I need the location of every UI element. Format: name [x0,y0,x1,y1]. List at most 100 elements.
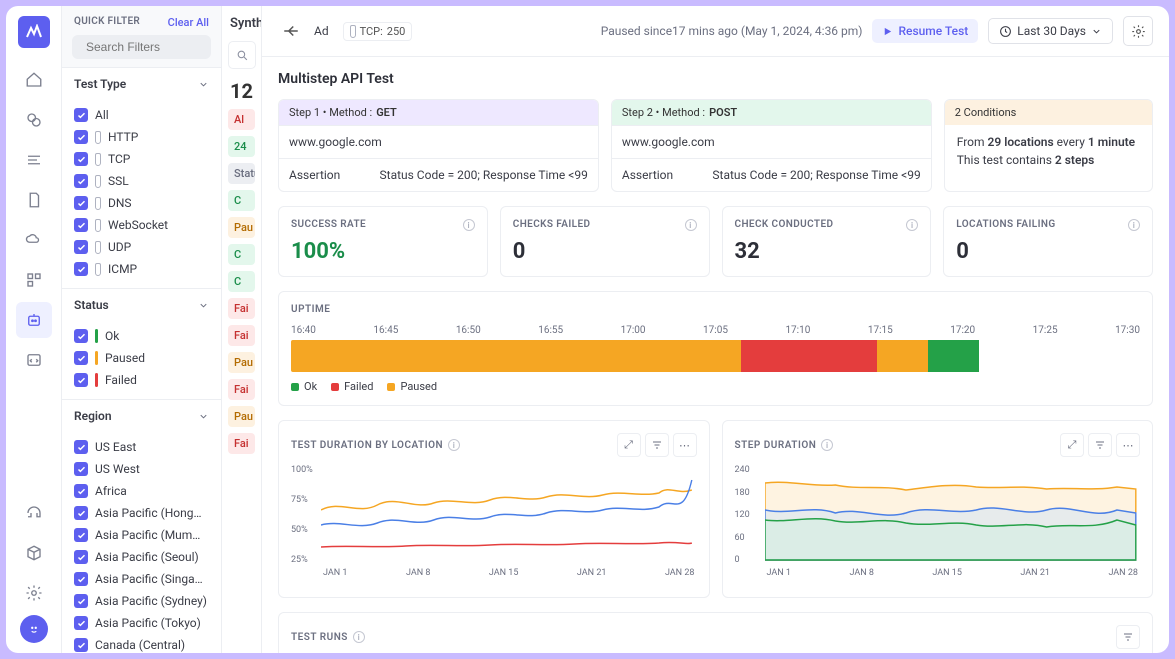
metric-card: LOCATIONS FAILINGi 0 [943,206,1153,277]
filter-opt-region[interactable]: Asia Pacific (Singa… [74,568,209,590]
protocol-chip[interactable]: TCP: 250 [343,22,413,41]
list-item[interactable]: Status [228,163,255,184]
detail-pane: Ad TCP: 250 Paused since17 mins ago (May… [262,6,1169,653]
conditions-card: 2 Conditions From 29 locations every 1 m… [944,99,1153,192]
page-title: Multistep API Test [278,71,1153,87]
list-item[interactable]: Fai [228,325,255,346]
filter-opt-udp[interactable]: UDP [74,236,209,258]
list-item[interactable]: Fai [228,379,255,400]
app-logo[interactable] [18,16,50,48]
code-icon[interactable] [16,342,52,378]
cloud-icon[interactable] [16,222,52,258]
filter-icon[interactable] [645,433,669,457]
list-item[interactable]: Pau [228,406,255,427]
list-icon[interactable] [16,142,52,178]
list-item[interactable]: C [228,190,255,211]
chevron-down-icon [198,411,209,422]
filter-opt-ssl[interactable]: SSL [74,170,209,192]
chevron-down-icon [1091,26,1102,37]
step-1-card: Step 1 • Method : GET www.google.com Ass… [278,99,599,192]
list-item[interactable]: C [228,244,255,265]
support-icon[interactable] [16,495,52,531]
more-icon[interactable]: ⋯ [1116,433,1140,457]
step-2-card: Step 2 • Method : POST www.google.com As… [611,99,932,192]
info-icon[interactable]: i [463,219,475,231]
settings-button[interactable] [1123,16,1153,46]
gear-icon [1131,24,1146,39]
paused-status: Paused since17 mins ago (May 1, 2024, 4:… [601,24,863,38]
filter-opt-websocket[interactable]: WebSocket [74,214,209,236]
list-search-button[interactable] [228,41,256,69]
list-item[interactable]: Fai [228,433,255,454]
clear-all-link[interactable]: Clear All [168,16,209,29]
filter-icon[interactable] [1116,625,1140,649]
home-icon[interactable] [16,62,52,98]
filter-opt-region[interactable]: Canada (Central) [74,634,209,653]
grid-icon[interactable] [16,262,52,298]
filter-panel: QUICK FILTER Clear All Test Type All HTT… [62,6,222,653]
more-icon[interactable]: ⋯ [673,433,697,457]
plug-icon [350,25,356,38]
filter-opt-region[interactable]: US West [74,458,209,480]
layers-icon[interactable] [16,102,52,138]
step-duration-chart: STEP DURATION i ⤢ ⋯ 240180120600 JAN 1JA… [722,420,1154,598]
filter-title: QUICK FILTER [74,16,140,29]
file-icon[interactable] [16,182,52,218]
filter-opt-region[interactable]: Asia Pacific (Tokyo) [74,612,209,634]
nav-rail [6,6,62,653]
duration-by-location-chart: TEST DURATION BY LOCATION i ⤢ ⋯ 100%75%5… [278,420,710,598]
filter-opt-paused[interactable]: Paused [74,347,209,369]
expand-icon[interactable]: ⤢ [617,433,641,457]
filter-opt-failed[interactable]: Failed [74,369,209,391]
list-item[interactable]: C [228,271,255,292]
metric-card: CHECK CONDUCTEDi 32 [722,206,932,277]
filter-opt-region[interactable]: Africa [74,480,209,502]
filter-opt-region[interactable]: Asia Pacific (Seoul) [74,546,209,568]
filter-opt-dns[interactable]: DNS [74,192,209,214]
info-icon[interactable]: i [1128,219,1140,231]
group-status[interactable]: Status [62,288,221,321]
filter-opt-http[interactable]: HTTP [74,126,209,148]
filter-search-input[interactable] [86,40,222,54]
breadcrumb: Ad [314,24,329,38]
filter-opt-region[interactable]: Asia Pacific (Mum… [74,524,209,546]
info-icon[interactable]: i [821,439,833,451]
play-icon [882,26,893,37]
date-range-button[interactable]: Last 30 Days [988,18,1113,44]
metric-card: CHECKS FAILEDi 0 [500,206,710,277]
group-test-type[interactable]: Test Type [62,67,221,100]
uptime-panel: UPTIME 16:4016:4516:5016:5517:0017:0517:… [278,291,1153,406]
test-runs-panel: TEST RUNS i Status⇅ Time⇅ Duration⇅ Loca… [278,612,1153,653]
list-item[interactable]: Al [228,109,255,130]
filter-opt-ok[interactable]: Ok [74,325,209,347]
filter-opt-all[interactable]: All [74,104,209,126]
clock-icon [999,25,1012,38]
info-icon[interactable]: i [906,219,918,231]
resume-test-button[interactable]: Resume Test [872,19,978,43]
metric-card: SUCCESS RATEi 100% [278,206,488,277]
filter-opt-tcp[interactable]: TCP [74,148,209,170]
expand-icon[interactable]: ⤢ [1060,433,1084,457]
filter-search[interactable] [72,35,211,59]
test-list-strip: Synthe 12 Al24StatusCPauCCFaiFaiPauFaiPa… [222,6,262,653]
list-item[interactable]: Pau [228,217,255,238]
filter-opt-region[interactable]: Asia Pacific (Sydney) [74,590,209,612]
chevron-down-icon [198,300,209,311]
filter-icon[interactable] [1088,433,1112,457]
filter-opt-region[interactable]: Asia Pacific (Hong… [74,502,209,524]
group-region[interactable]: Region [62,399,221,432]
box-icon[interactable] [16,535,52,571]
list-item[interactable]: 24 [228,136,255,157]
info-icon[interactable]: i [448,439,460,451]
filter-opt-region[interactable]: US East [74,436,209,458]
info-icon[interactable]: i [685,219,697,231]
synthetics-icon[interactable] [16,302,52,338]
list-item[interactable]: Pau [228,352,255,373]
list-item[interactable]: Fai [228,298,255,319]
back-button[interactable] [278,18,304,44]
filter-opt-icmp[interactable]: ICMP [74,258,209,280]
settings-icon[interactable] [16,575,52,611]
user-avatar[interactable] [20,615,48,643]
info-icon[interactable]: i [353,631,365,643]
uptime-bar [291,340,1140,372]
